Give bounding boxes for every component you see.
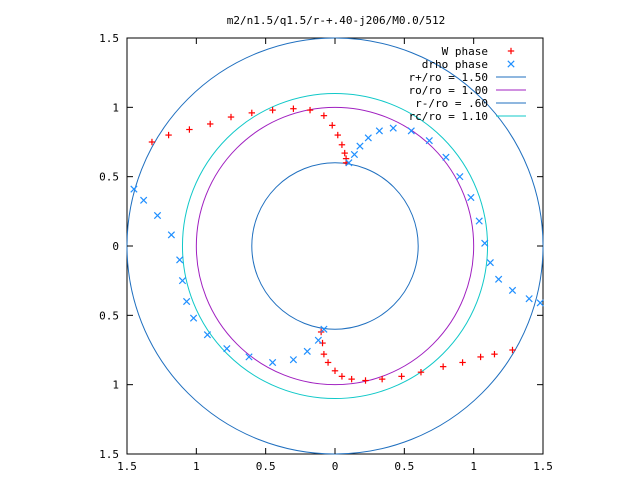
series-0-point-0 <box>148 138 156 146</box>
series-1-point-19 <box>140 196 148 204</box>
chart-title: m2/n1.5/q1.5/r-+.40-j206/M0.0/512 <box>227 14 446 27</box>
series-1-point-8 <box>442 153 450 161</box>
series-0-point-25 <box>348 375 355 383</box>
series-0-point-6 <box>269 106 276 114</box>
x-tick-label-4: 0.5 <box>394 460 414 473</box>
series-0-point-21 <box>417 368 425 376</box>
series-1-point-4 <box>375 127 383 135</box>
series-0-point-28 <box>324 359 332 366</box>
series-0-point-12 <box>338 141 346 148</box>
y-tick-label-4: 0.5 <box>99 171 119 184</box>
y-tick-label-5: 1 <box>112 101 119 114</box>
series-1-point-23 <box>178 277 187 285</box>
series-0-point-5 <box>248 109 255 117</box>
series-1-point-1 <box>350 150 359 159</box>
y-tick-label-6: 1.5 <box>99 32 119 45</box>
axis-ticks: 1.5 1 0.5 0 0.5 1 1.51.510.500.511.5 <box>99 32 553 473</box>
series-0-point-26 <box>338 373 346 380</box>
series-0-point-17 <box>491 350 498 358</box>
legend-label-3: ro/ro = 1.00 <box>409 84 488 97</box>
series-1-point-6 <box>407 127 415 135</box>
series-1-point-13 <box>486 259 494 267</box>
legend-label-1: drho phase <box>422 58 488 71</box>
series-1 <box>130 124 544 367</box>
series-0-point-13 <box>341 149 348 157</box>
series-0-point-9 <box>320 112 328 119</box>
series-0-point-3 <box>207 120 214 128</box>
series-0-point-10 <box>329 122 336 129</box>
series-1-point-31 <box>303 347 311 356</box>
series-0 <box>148 105 516 384</box>
series-0-point-4 <box>227 113 235 121</box>
series-0-point-19 <box>459 359 466 366</box>
series-0-point-20 <box>439 363 447 370</box>
series-1-point-33 <box>320 325 328 333</box>
x-tick-label-0: 1.5 <box>117 460 137 473</box>
series-1-point-14 <box>495 275 503 283</box>
series-0-point-22 <box>398 373 405 380</box>
series-1-point-26 <box>203 331 212 339</box>
series-1-point-0 <box>345 159 353 167</box>
series-1-point-16 <box>525 295 533 303</box>
y-tick-label-1: 1 <box>112 379 119 392</box>
series-1-point-5 <box>389 124 397 132</box>
circle-3 <box>181 92 489 400</box>
series-0-point-16 <box>509 346 516 354</box>
series-1-point-28 <box>245 353 253 361</box>
series-1-point-24 <box>183 297 191 306</box>
legend-label-2: r+/ro = 1.50 <box>409 71 488 84</box>
series-0-point-11 <box>334 131 341 139</box>
series-1-point-9 <box>456 173 464 181</box>
series-1-point-22 <box>176 256 184 264</box>
y-tick-label-2: 0.5 <box>99 309 119 322</box>
series-1-point-30 <box>289 356 298 364</box>
circle-2 <box>251 162 419 330</box>
series-1-point-7 <box>425 136 433 145</box>
series-1-point-10 <box>467 193 475 202</box>
series-0-point-29 <box>320 350 328 358</box>
series-1-point-27 <box>223 344 231 353</box>
series-1-point-3 <box>364 134 372 142</box>
series-0-point-27 <box>331 367 339 374</box>
series-1-point-18 <box>130 185 138 193</box>
series-1-point-11 <box>475 217 483 225</box>
series-0-point-2 <box>186 126 193 133</box>
series-0-point-1 <box>165 131 172 139</box>
x-tick-label-5: 1 <box>470 460 477 473</box>
series-0-point-8 <box>306 106 314 114</box>
x-tick-label-1: 1 <box>193 460 200 473</box>
series-0-point-23 <box>378 375 386 383</box>
series-0-point-30 <box>319 339 326 347</box>
series-1-point-17 <box>536 299 544 307</box>
series-1-point-12 <box>481 239 489 247</box>
series-1-point-2 <box>356 142 364 150</box>
series-0-point-24 <box>362 377 369 384</box>
series-1-point-29 <box>268 358 277 367</box>
circle-1 <box>195 106 475 386</box>
x-tick-label-3: 0 <box>332 460 339 473</box>
x-tick-label-2: 0.5 <box>256 460 276 473</box>
legend-label-4: r-/ro = .60 <box>415 97 488 110</box>
series-0-point-18 <box>477 353 484 361</box>
legend-label-5: rc/ro = 1.10 <box>409 110 488 123</box>
series-0-point-7 <box>290 105 297 112</box>
y-tick-label-0: 1.5 <box>99 448 119 461</box>
series-1-point-15 <box>508 286 517 294</box>
x-tick-label-6: 1.5 <box>533 460 553 473</box>
y-tick-label-3: 0 <box>112 240 119 253</box>
series-1-point-32 <box>314 336 322 344</box>
series-1-point-21 <box>167 231 175 239</box>
phase-series <box>130 105 544 384</box>
legend-label-0: W phase <box>442 45 488 58</box>
series-1-point-25 <box>189 314 198 322</box>
series-1-point-20 <box>153 211 162 220</box>
legend-swatch-0 <box>507 47 515 55</box>
legend-swatch-1 <box>507 60 515 68</box>
